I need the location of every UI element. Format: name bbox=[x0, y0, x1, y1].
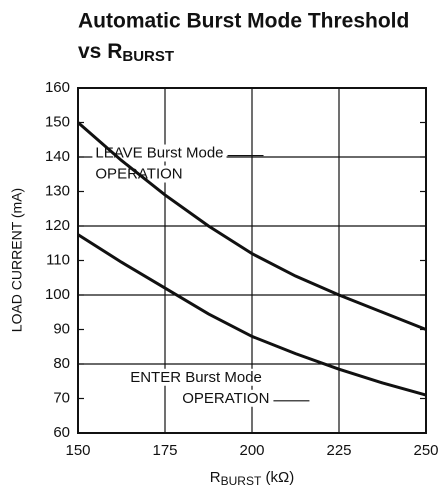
y-tick-label: 70 bbox=[53, 389, 70, 406]
x-tick-label: 225 bbox=[326, 442, 351, 459]
series-line bbox=[77, 121, 427, 331]
annotation-bg bbox=[127, 368, 265, 386]
x-tick-label: 150 bbox=[65, 442, 90, 459]
annotation-bg bbox=[92, 144, 227, 162]
title-subscript: BURST bbox=[122, 48, 174, 65]
x-axis-label: RBURST (kΩ) bbox=[210, 469, 294, 488]
y-tick-label: 160 bbox=[45, 79, 70, 96]
annotation: ENTER Burst Mode bbox=[130, 369, 262, 386]
annotation: OPERATION bbox=[182, 390, 269, 407]
title-prefix: vs R bbox=[78, 40, 122, 63]
x-tick-label: 175 bbox=[152, 442, 177, 459]
series-line bbox=[77, 233, 427, 397]
y-tick-label: 110 bbox=[46, 251, 70, 268]
annotation-bg bbox=[179, 389, 273, 407]
chart-title-2: vs RBURST bbox=[78, 40, 174, 65]
y-tick-label: 100 bbox=[45, 286, 70, 303]
x-label-suffix: (kΩ) bbox=[261, 469, 294, 486]
y-tick-label: 60 bbox=[53, 424, 70, 441]
chart-title: Automatic Burst Mode Threshold bbox=[78, 10, 409, 33]
x-tick-label: 200 bbox=[239, 442, 264, 459]
annotation: LEAVE Burst Mode bbox=[95, 145, 223, 162]
x-label-prefix: R bbox=[210, 469, 221, 486]
y-tick-label: 150 bbox=[45, 113, 70, 130]
y-tick-label: 80 bbox=[53, 355, 70, 372]
y-axis-label: LOAD CURRENT (mA) bbox=[9, 188, 25, 332]
plot-frame bbox=[77, 87, 427, 434]
y-tick-label: 130 bbox=[45, 182, 70, 199]
x-label-subscript: BURST bbox=[221, 474, 262, 488]
x-tick-label: 250 bbox=[413, 442, 438, 459]
y-tick-label: 90 bbox=[53, 320, 70, 337]
y-tick-label: 140 bbox=[45, 148, 70, 165]
y-tick-label: 120 bbox=[45, 217, 70, 234]
